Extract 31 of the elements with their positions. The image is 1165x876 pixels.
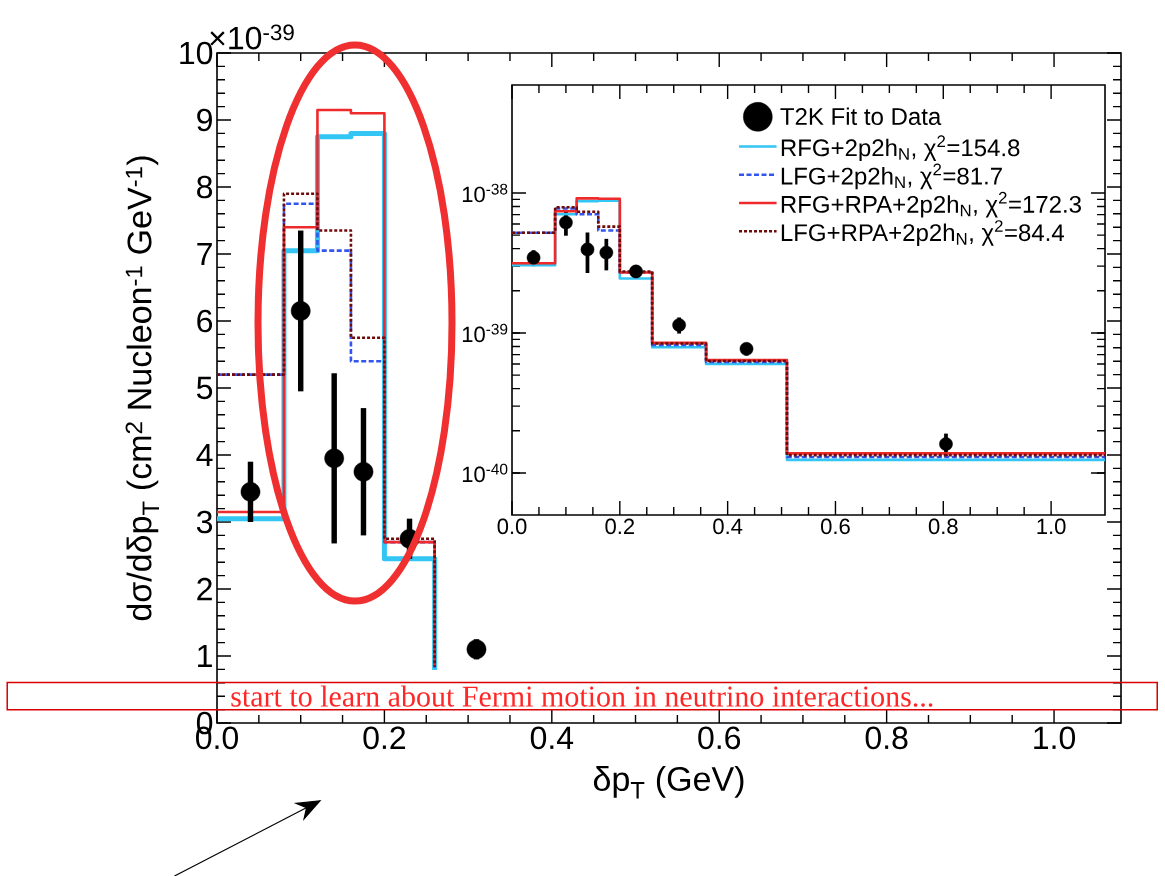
y-tick-label: 3 (196, 510, 213, 534)
y-tick-label: 2 (197, 577, 212, 601)
y-tick-label: 10$^{-39}$ (462, 323, 508, 343)
legend-label: LFG+RPA+2p2h$_{N}$, χ$^{2}$=84.4 (781, 220, 1064, 246)
y-tick-label: 10$^{-38}$ (462, 183, 508, 203)
x-tick-label: 0.4 (713, 518, 743, 535)
x-tick-label: 0.8 (865, 726, 908, 750)
x-tick-label: 0.0 (497, 518, 527, 535)
x-tick-label: 0.2 (605, 518, 635, 535)
text: dσ/dδp$_{T}$ (cm$^{2}$ Nucleon$^{-1}$ GeV$^{-1}$) (125, 156, 160, 621)
annotation: start to learn about Fermi motion in neutrino interactions... (231, 685, 933, 707)
y-tick-label: 5 (196, 376, 213, 400)
x-tick-label: 0.6 (821, 518, 850, 535)
x-tick-label: 1.0 (1037, 518, 1066, 535)
y-tick-label: 8 (197, 175, 213, 199)
x-tick-label: 0.8 (928, 518, 958, 535)
x-tick-label: 0.6 (698, 726, 741, 750)
legend-label: T2K Fit to Data (780, 107, 942, 126)
y-tick-label: 4 (196, 444, 213, 467)
y-tick-label: 1 (198, 645, 212, 668)
y-tick-label: 6 (197, 309, 213, 333)
y-tick-label: 9 (197, 108, 212, 132)
y-tick-label: 10$^{-40}$ (462, 463, 508, 483)
legend-label: RFG+RPA+2p2h$_{N}$, χ$^{2}$=172.3 (781, 191, 1081, 218)
x-tick-label: 0.2 (363, 726, 406, 750)
legend-label: RFG+2p2h$_{N}$, χ$^{2}$=154.8 (781, 135, 1020, 162)
x-tick-label: 0.4 (530, 726, 574, 750)
x-tick-label: 1.0 (1034, 726, 1076, 750)
legend-label: LFG+2p2h$_{N}$, χ$^{2}$=81.7 (781, 163, 1002, 190)
x-axis-title: δp$_{T}$ (GeV) (593, 766, 744, 799)
y-tick-label: 7 (197, 243, 212, 265)
